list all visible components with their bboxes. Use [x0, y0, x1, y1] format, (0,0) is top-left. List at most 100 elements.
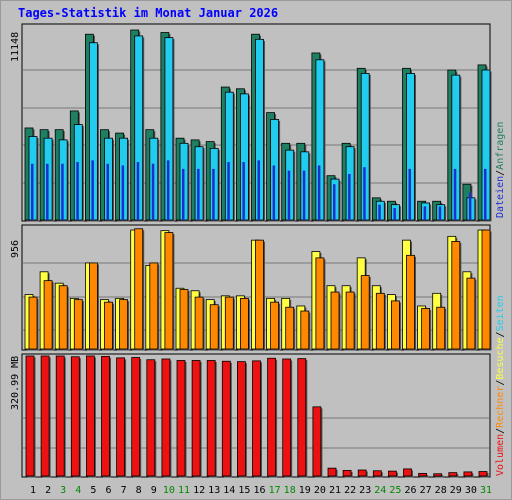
chart-bars: [24, 29, 492, 478]
bar-volumen: [101, 355, 110, 477]
requests-legend: Dateien/Anfragen: [495, 122, 506, 218]
bar-dateien: [212, 168, 215, 220]
bar-rechner: [466, 277, 476, 350]
day-label: 11: [178, 485, 190, 496]
day-label: 21: [329, 485, 341, 496]
legend-separator: /: [495, 428, 506, 434]
day-label: 30: [465, 485, 477, 496]
day-label: 7: [121, 485, 127, 496]
bar-rechner: [28, 296, 38, 350]
bar-rechner: [285, 306, 295, 350]
bar-volumen: [206, 360, 216, 477]
day-label: 26: [404, 485, 416, 496]
day-label: 18: [284, 485, 296, 496]
bar-volumen: [70, 356, 80, 477]
bar-volumen: [267, 357, 277, 477]
bar-volumen: [221, 360, 231, 477]
day-label: 24: [374, 485, 386, 496]
day-label: 10: [163, 485, 175, 496]
visits-ymax-label: 956: [10, 240, 21, 258]
legend-separator: /: [495, 170, 506, 176]
bar-rechner: [194, 296, 204, 350]
bar-rechner: [345, 291, 355, 350]
bar-volumen: [478, 471, 488, 477]
bar-rechner: [360, 275, 370, 350]
bar-volumen: [282, 358, 292, 477]
bar-volumen: [387, 470, 397, 477]
bar-dateien: [182, 168, 185, 220]
page-title: Tages-Statistik im Monat Januar 2026: [18, 6, 279, 20]
bar-rechner: [58, 285, 68, 350]
bar-dateien: [91, 160, 94, 220]
bar-rechner: [43, 280, 53, 350]
bar-rechner: [134, 228, 144, 350]
day-label: 5: [90, 485, 96, 496]
bar-rechner: [270, 301, 280, 350]
day-label: 8: [136, 485, 142, 496]
bar-dateien: [227, 162, 230, 220]
bar-volumen: [342, 469, 352, 477]
day-label: 6: [105, 485, 111, 496]
bar-dateien: [484, 168, 487, 220]
legend-separator: /: [495, 331, 506, 337]
bar-dateien: [468, 192, 472, 220]
bar-rechner: [375, 292, 385, 350]
bar-volumen: [40, 355, 50, 477]
volume-legend: Volumen/Rechner/Besuche/Seiten: [495, 295, 506, 476]
bar-volumen: [357, 469, 367, 477]
volume-ymax-label: 320.99 MB: [10, 356, 21, 410]
day-label: 16: [253, 485, 265, 496]
bar-dateien: [393, 208, 396, 220]
bar-dateien: [423, 206, 427, 220]
requests-ymax-label: 11148: [10, 32, 21, 62]
bar-volumen: [448, 472, 458, 477]
bar-rechner: [164, 232, 174, 350]
bar-dateien: [197, 168, 200, 220]
bar-volumen: [55, 355, 65, 477]
bar-rechner: [149, 262, 159, 350]
bar-volumen: [312, 406, 322, 477]
bar-volumen: [25, 355, 35, 477]
bar-rechner: [300, 310, 310, 350]
bar-volumen: [403, 468, 412, 477]
legend-dateien: Dateien: [495, 176, 506, 218]
bar-dateien: [302, 170, 306, 220]
legend-seiten: Seiten: [495, 295, 506, 331]
bar-dateien: [46, 163, 49, 220]
bar-rechner: [89, 262, 98, 350]
bar-volumen: [191, 360, 201, 477]
bar-volumen: [86, 355, 95, 477]
bar-dateien: [333, 184, 336, 220]
legend-separator: /: [495, 380, 506, 386]
bar-dateien: [166, 160, 170, 220]
bar-rechner: [239, 297, 249, 350]
day-label: 19: [299, 485, 311, 496]
bar-rechner: [104, 301, 113, 350]
bar-rechner: [179, 289, 189, 350]
bar-volumen: [131, 357, 141, 477]
bar-dateien: [136, 162, 140, 220]
day-label: 27: [420, 485, 432, 496]
day-label: 20: [314, 485, 326, 496]
bar-dateien: [106, 163, 109, 220]
day-label: 22: [344, 485, 356, 496]
bar-volumen: [433, 473, 443, 477]
legend-rechner: Rechner: [495, 386, 506, 428]
day-label: 17: [269, 485, 281, 496]
bar-rechner: [119, 299, 128, 350]
bar-dateien: [257, 160, 260, 220]
bar-volumen: [463, 471, 473, 477]
day-label: 31: [480, 485, 492, 496]
legend-volumen: Volumen: [495, 434, 506, 476]
bar-dateien: [438, 206, 442, 220]
bar-volumen: [372, 470, 382, 477]
bar-rechner: [224, 296, 234, 350]
bar-dateien: [453, 168, 457, 220]
bar-dateien: [317, 165, 321, 220]
bar-rechner: [436, 306, 446, 350]
bar-dateien: [31, 163, 34, 220]
day-label: 15: [238, 485, 250, 496]
day-label: 28: [435, 485, 447, 496]
day-label: 25: [389, 485, 401, 496]
